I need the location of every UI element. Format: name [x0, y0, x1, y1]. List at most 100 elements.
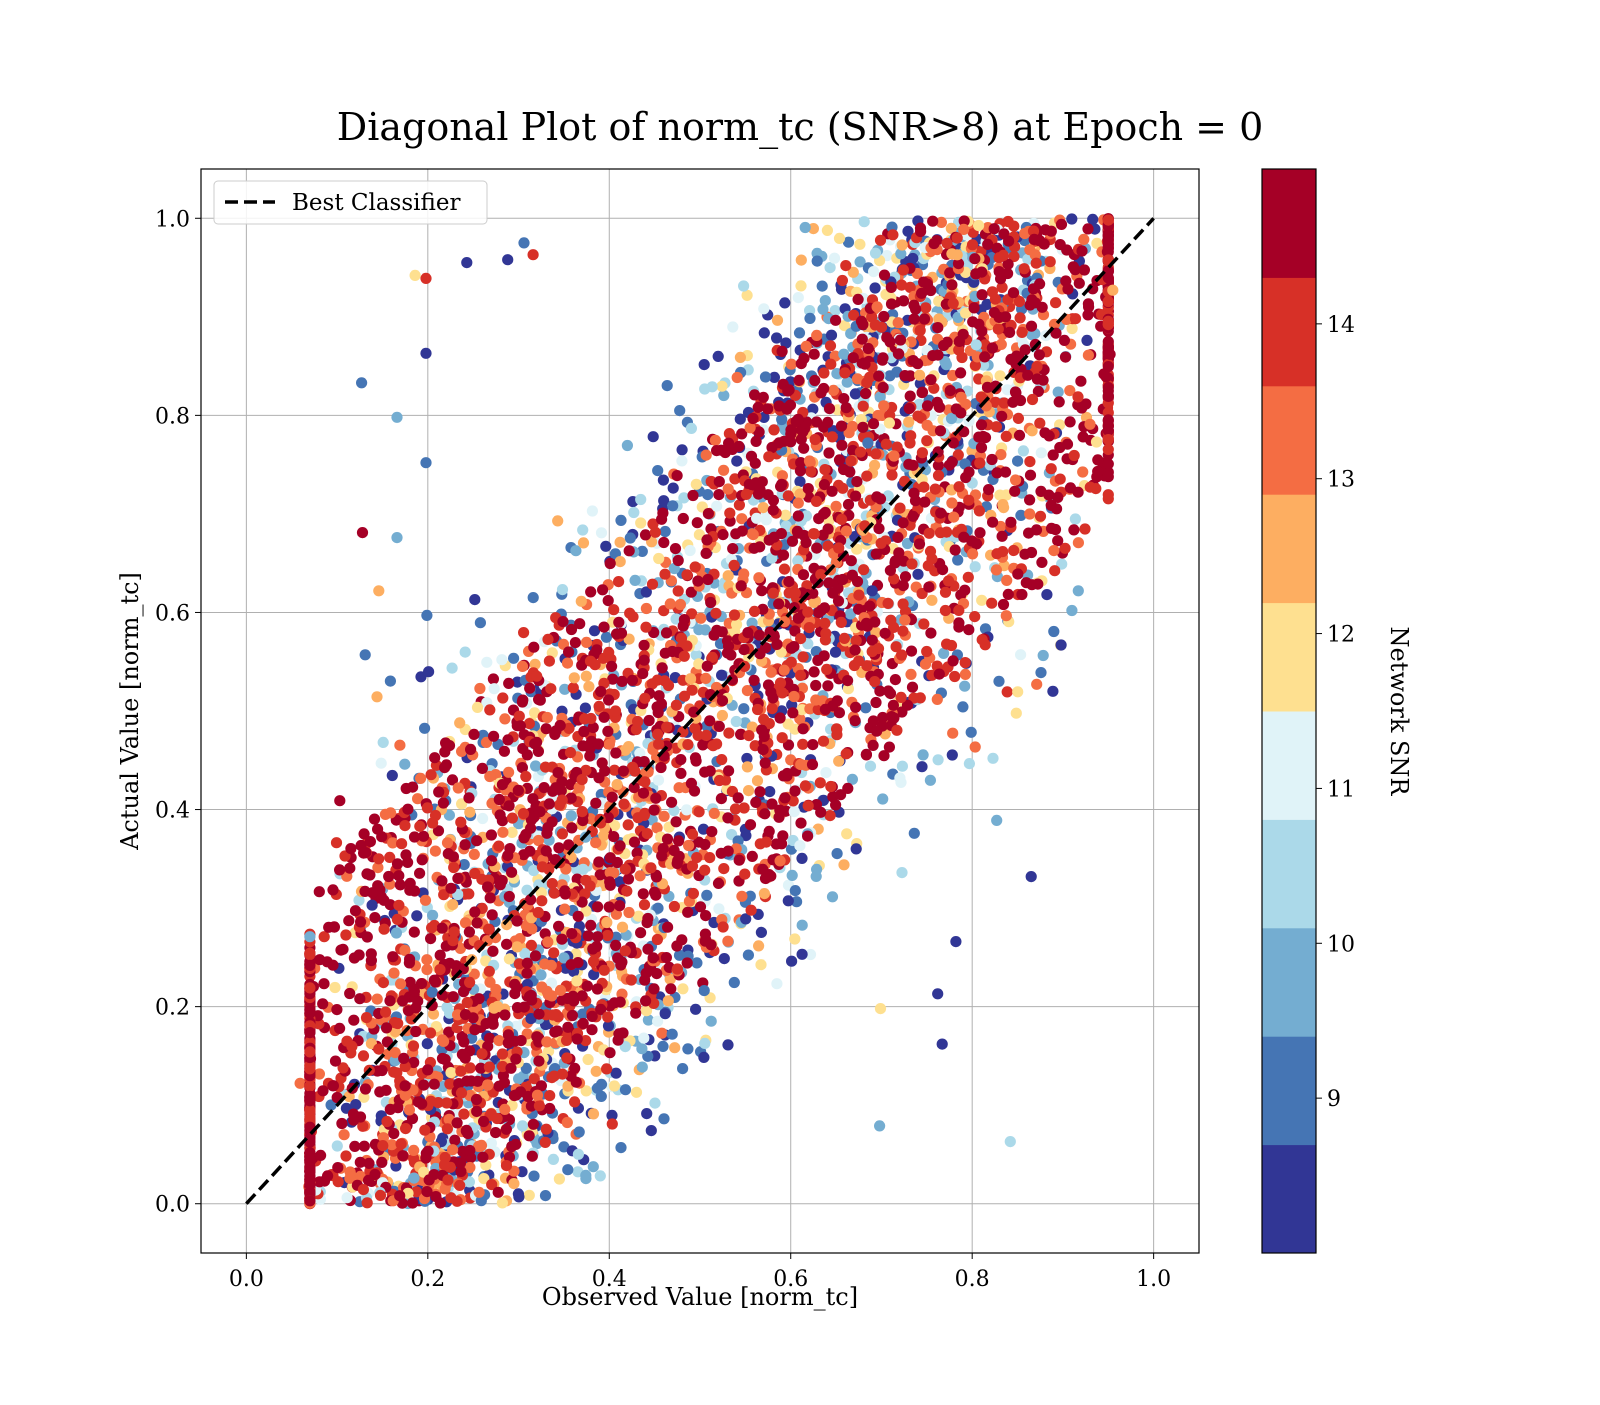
scatter-point: [577, 524, 588, 535]
scatter-point: [966, 535, 977, 546]
scatter-point: [817, 281, 828, 292]
scatter-point: [378, 737, 389, 748]
scatter-point: [858, 564, 869, 575]
scatter-point: [771, 978, 782, 989]
scatter-point: [1055, 474, 1066, 485]
scatter-point: [823, 523, 834, 534]
scatter-point: [422, 1064, 433, 1075]
scatter-point: [1008, 545, 1019, 556]
scatter-point: [522, 958, 533, 969]
scatter-point: [921, 646, 932, 657]
scatter-point: [873, 523, 884, 534]
scatter-point: [775, 677, 786, 688]
scatter-point: [1034, 349, 1045, 360]
scatter-point: [935, 425, 946, 436]
scatter-point: [989, 307, 1000, 318]
scatter-point: [733, 792, 744, 803]
scatter-point: [847, 570, 858, 581]
scatter-point: [1056, 219, 1067, 230]
scatter-point: [779, 665, 790, 676]
scatter-point: [465, 744, 476, 755]
scatter-point: [454, 1180, 465, 1191]
scatter-point: [923, 582, 934, 593]
scatter-point: [878, 311, 889, 322]
scatter-point: [700, 934, 711, 945]
scatter-point: [601, 917, 612, 928]
scatter-point: [820, 295, 831, 306]
scatter-point: [549, 888, 560, 899]
scatter-point: [437, 1053, 448, 1064]
scatter-point: [1048, 449, 1059, 460]
scatter-point: [407, 782, 418, 793]
scatter-point: [782, 402, 793, 413]
scatter-point: [572, 1033, 583, 1044]
scatter-point: [793, 498, 804, 509]
scatter-point: [578, 726, 589, 737]
scatter-point: [577, 806, 588, 817]
scatter-point: [818, 367, 829, 378]
scatter-point: [483, 924, 494, 935]
scatter-point: [1103, 458, 1114, 469]
scatter-point: [915, 223, 926, 234]
scatter-point: [526, 990, 537, 1001]
scatter-point: [974, 527, 985, 538]
scatter-point: [387, 951, 398, 962]
scatter-point: [842, 783, 853, 794]
scatter-point: [497, 827, 508, 838]
scatter-point: [383, 871, 394, 882]
scatter-point: [497, 692, 508, 703]
scatter-point: [562, 1164, 573, 1175]
scatter-point: [812, 655, 823, 666]
scatter-point: [1103, 489, 1114, 500]
scatter-point: [415, 773, 426, 784]
scatter-point: [557, 828, 568, 839]
scatter-point: [683, 840, 694, 851]
scatter-point: [853, 294, 864, 305]
scatter-point: [635, 494, 646, 505]
scatter-point: [868, 418, 879, 429]
scatter-point: [1035, 667, 1046, 678]
scatter-point: [644, 715, 655, 726]
scatter-point: [445, 1067, 456, 1078]
scatter-point: [918, 618, 929, 629]
scatter-point: [1049, 565, 1060, 576]
scatter-point: [946, 413, 957, 424]
scatter-point: [914, 370, 925, 381]
scatter-point: [1027, 394, 1038, 405]
scatter-point: [591, 644, 602, 655]
scatter-point: [335, 945, 346, 956]
scatter-point: [969, 611, 980, 622]
scatter-point: [779, 297, 790, 308]
scatter-point: [419, 723, 430, 734]
scatter-point: [419, 1125, 430, 1136]
scatter-point: [775, 712, 786, 723]
scatter-point: [421, 954, 432, 965]
scatter-point: [369, 814, 380, 825]
scatter-point: [585, 880, 596, 891]
scatter-point: [517, 661, 528, 672]
scatter-point: [528, 1171, 539, 1182]
scatter-point: [698, 1052, 709, 1063]
scatter-point: [802, 831, 813, 842]
scatter-point: [734, 855, 745, 866]
scatter-point: [1020, 344, 1031, 355]
scatter-point: [947, 728, 958, 739]
scatter-point: [478, 1116, 489, 1127]
scatter-point: [649, 1098, 660, 1109]
scatter-point: [1003, 236, 1014, 247]
scatter-point: [878, 400, 889, 411]
scatter-point: [317, 998, 328, 1009]
scatter-point: [611, 628, 622, 639]
scatter-point: [400, 849, 411, 860]
scatter-point: [940, 605, 951, 616]
chart-title: Diagonal Plot of norm_tc (SNR>8) at Epoc…: [337, 105, 1264, 150]
scatter-point: [699, 767, 710, 778]
scatter-point: [912, 411, 923, 422]
scatter-point: [562, 1117, 573, 1128]
scatter-point: [731, 456, 742, 467]
scatter-point: [562, 658, 573, 669]
scatter-point: [421, 964, 432, 975]
scatter-point: [971, 339, 982, 350]
scatter-point: [501, 1124, 512, 1135]
scatter-point: [700, 673, 711, 684]
